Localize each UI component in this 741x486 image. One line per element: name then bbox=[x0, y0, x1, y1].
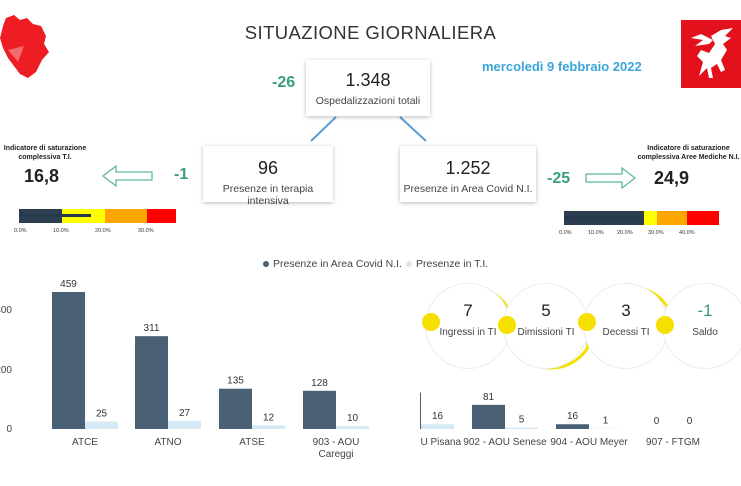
bar-value-label: 459 bbox=[60, 279, 77, 290]
medical-gauge-tick: 0.0% bbox=[559, 230, 572, 236]
arrow-right-icon bbox=[585, 167, 636, 189]
bar-value-label: 311 bbox=[144, 323, 160, 334]
flow-icu-discharges-value: 5 bbox=[541, 301, 551, 320]
flow-balance-label: Saldo bbox=[692, 327, 718, 338]
flow-icu-admissions-label: Ingressi in TI bbox=[439, 327, 497, 338]
bar-value-label: 10 bbox=[347, 413, 359, 424]
bar-value-label: 5 bbox=[519, 415, 525, 426]
total-hospitalizations-card: 1.348 Ospedalizzazioni totali bbox=[306, 60, 430, 116]
region-flag-logo bbox=[681, 20, 741, 88]
bar-value-label: 27 bbox=[179, 408, 191, 419]
flow-icu-deaths-value: 3 bbox=[621, 301, 631, 320]
bar-value-label: 128 bbox=[311, 378, 328, 389]
y-tick-label: 400 bbox=[0, 305, 12, 316]
bar-covid-area bbox=[472, 404, 505, 429]
flow-chain-dots bbox=[422, 313, 674, 334]
flow-icu-admissions: 7 Ingressi in TI bbox=[425, 283, 511, 369]
bar-value-label: 81 bbox=[483, 392, 495, 403]
covid-area-label: Presenze in Area Covid N.I. bbox=[403, 183, 533, 195]
flow-icu-deaths: 3 Decessi TI bbox=[583, 283, 669, 369]
icu-gauge-tick: 10.0% bbox=[53, 228, 69, 234]
bar-value-label: 135 bbox=[227, 376, 244, 387]
bar-value-label: 1 bbox=[603, 416, 609, 427]
bar-icu bbox=[85, 421, 118, 429]
icu-value: 96 bbox=[257, 158, 279, 178]
covid-area-value: 1.252 bbox=[445, 158, 491, 178]
bar-covid-area bbox=[135, 336, 168, 429]
bar-icu bbox=[421, 424, 454, 429]
icu-delta: -1 bbox=[174, 166, 189, 183]
flow-icu-discharges-label: Dimissioni TI bbox=[517, 327, 575, 338]
legend-dot-covid-area bbox=[263, 261, 269, 267]
medical-saturation-level bbox=[564, 216, 642, 219]
flow-icu-discharges: 5 Dimissioni TI bbox=[503, 283, 589, 369]
bar-icu bbox=[168, 420, 201, 429]
total-hospitalizations-value: 1.348 bbox=[345, 70, 391, 90]
total-hospitalizations-label: Ospedalizzazioni totali bbox=[315, 95, 421, 107]
bar-value-label: 16 bbox=[567, 411, 579, 422]
bar-value-label: 0 bbox=[687, 416, 693, 427]
hospital-bar-chart: 400 200 0 459 25 ATCE 311 27 ATNO 135 12 ATSE 128 10 9… bbox=[0, 279, 369, 460]
bar-value-label: 12 bbox=[263, 412, 275, 423]
legend-label-covid-area: Presenze in Area Covid N.I. bbox=[273, 258, 402, 270]
category-label: 903 - AOU bbox=[313, 437, 360, 448]
category-label: 907 - FTGM bbox=[646, 437, 700, 448]
page-title: SITUAZIONE GIORNALIERA bbox=[244, 22, 497, 43]
date-label: mercoledì 9 febbraio 2022 bbox=[482, 59, 642, 74]
bar-covid-area bbox=[556, 424, 589, 429]
medical-gauge-tick: 10.0% bbox=[588, 230, 604, 236]
category-label: ATSE bbox=[239, 437, 265, 448]
covid-area-delta: -25 bbox=[547, 170, 571, 187]
pegasus-icon bbox=[691, 28, 733, 78]
bar-icu bbox=[252, 425, 285, 429]
chart-legend: Presenze in Area Covid N.I. Presenze in … bbox=[263, 258, 488, 270]
icu-card: 96 Presenze in terapia intensiva bbox=[203, 146, 333, 207]
bar-covid-area bbox=[52, 291, 85, 429]
flow-icu-deaths-label: Decessi TI bbox=[602, 327, 650, 338]
medical-gauge-tick: 20.0% bbox=[617, 230, 633, 236]
covid-area-card: 1.252 Presenze in Area Covid N.I. bbox=[400, 146, 536, 202]
bar-covid-area bbox=[219, 388, 252, 429]
y-tick-label: 0 bbox=[6, 424, 12, 435]
icu-saturation-level bbox=[19, 214, 92, 217]
flow-icu-admissions-value: 7 bbox=[463, 301, 473, 320]
icu-label: Presenze in terapia intensiva bbox=[222, 183, 314, 207]
category-label: ATNO bbox=[154, 437, 181, 448]
bar-icu bbox=[336, 426, 369, 429]
medical-gauge-tick: 30.0% bbox=[648, 230, 664, 236]
legend-label-icu: Presenze in T.I. bbox=[415, 258, 489, 270]
total-hospitalizations-delta: -26 bbox=[272, 74, 296, 91]
icu-saturation-title: Indicatore di saturazione complessiva T.… bbox=[3, 145, 87, 161]
category-label: 902 - AOU Senese bbox=[463, 437, 547, 448]
bar-value-label: 0 bbox=[654, 416, 660, 427]
icu-gauge-tick: 0.0% bbox=[14, 228, 27, 234]
category-label: Careggi bbox=[318, 449, 353, 460]
icu-gauge-tick: 20.0% bbox=[95, 228, 111, 234]
icu-saturation-gauge bbox=[19, 209, 176, 223]
bar-value-label: 25 bbox=[96, 409, 108, 420]
bar-covid-area bbox=[420, 392, 421, 429]
category-label: ATCE bbox=[72, 437, 98, 448]
legend-dot-icu bbox=[405, 261, 412, 267]
medical-saturation-gauge bbox=[564, 211, 719, 225]
medical-saturation-title: Indicatore di saturazione complessiva Ar… bbox=[637, 145, 740, 161]
icu-gauge-tick: 30.0% bbox=[138, 228, 154, 234]
arrow-left-icon bbox=[102, 165, 153, 187]
category-label: 901 - AOU Pisana bbox=[420, 437, 461, 448]
medical-saturation-value: 24,9 bbox=[654, 168, 690, 188]
category-label: 904 - AOU Meyer bbox=[550, 437, 628, 448]
bar-covid-area bbox=[303, 390, 336, 429]
medical-gauge-tick: 40.0% bbox=[679, 230, 695, 236]
icu-saturation-value: 16,8 bbox=[24, 166, 60, 186]
y-tick-label: 200 bbox=[0, 365, 12, 376]
bar-value-label: 16 bbox=[432, 411, 444, 422]
bar-icu bbox=[505, 427, 538, 429]
flow-balance: -1 Saldo bbox=[662, 283, 741, 369]
flow-balance-value: -1 bbox=[697, 301, 713, 320]
tuscany-map-logo bbox=[0, 15, 49, 78]
